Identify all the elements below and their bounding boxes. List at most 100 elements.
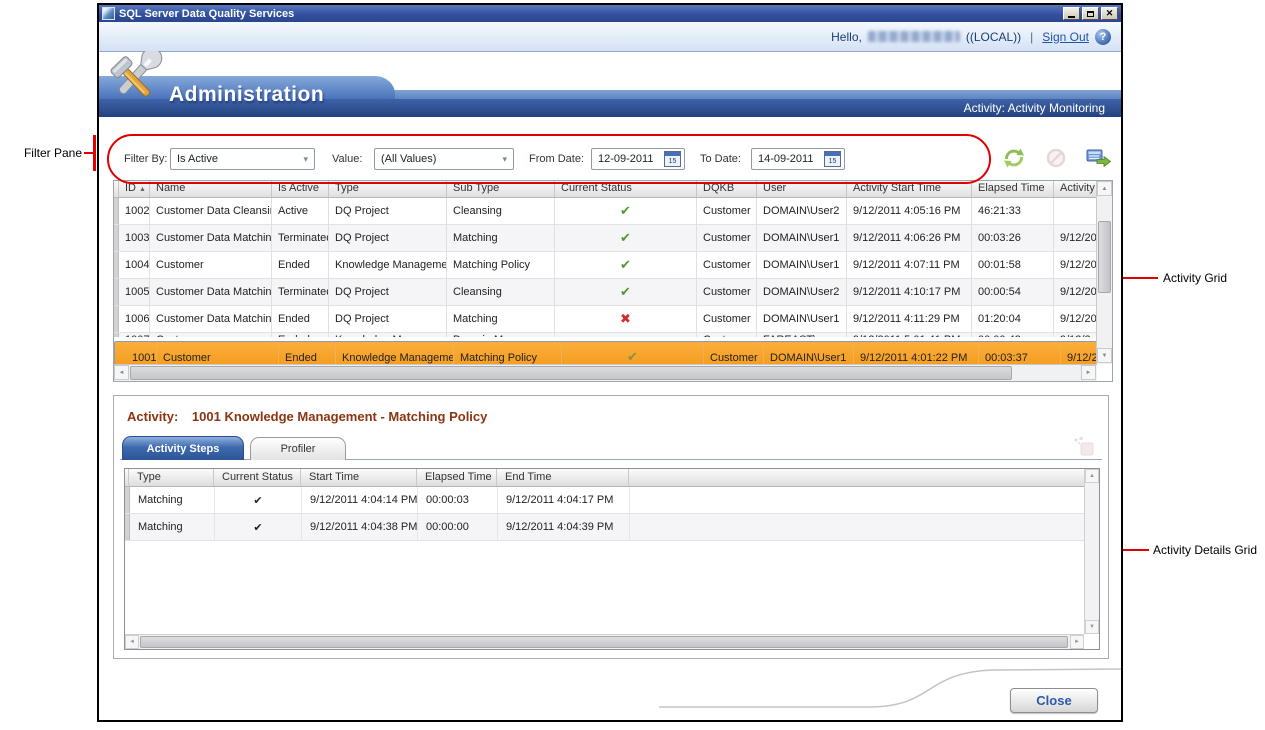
column-header[interactable]: Current Status: [555, 181, 697, 197]
export-activity-button[interactable]: [1086, 146, 1112, 170]
close-window-button[interactable]: ✕: [1101, 7, 1118, 20]
local-label: ((LOCAL)): [965, 29, 1022, 44]
grid-cell: 00:03:37: [979, 345, 1061, 364]
column-header[interactable]: Start Time: [301, 469, 417, 486]
scroll-right-arrow[interactable]: ►: [1081, 365, 1096, 380]
column-header[interactable]: Activity: [1054, 181, 1097, 197]
banner-context-strip: Activity: Activity Monitoring: [99, 99, 1121, 117]
row-gutter: [125, 514, 130, 540]
table-row[interactable]: 1007CustEndedKnowledge ManagementDomain …: [114, 333, 1097, 337]
grid-cell: 00:00:54: [972, 279, 1054, 305]
redacted-username: [867, 31, 960, 42]
scroll-left-arrow[interactable]: ◄: [125, 635, 139, 649]
window-title: SQL Server Data Quality Services: [119, 7, 295, 20]
grid-cell: 9/12/2011 4:11:29 PM: [847, 306, 972, 332]
scroll-down-arrow[interactable]: ▼: [1097, 348, 1112, 363]
row-gutter: [125, 487, 130, 513]
row-gutter: [114, 279, 119, 305]
column-header[interactable]: Type: [329, 181, 447, 197]
to-date-field[interactable]: 14-09-2011 15: [751, 148, 845, 170]
column-header[interactable]: Activity Start Time: [847, 181, 972, 197]
column-header[interactable]: End Time: [497, 469, 629, 486]
calendar-icon[interactable]: 15: [664, 151, 681, 167]
column-header[interactable]: Elapsed Time: [417, 469, 497, 486]
grid-cell: Matching Policy: [454, 345, 562, 364]
row-gutter: [114, 306, 119, 332]
grid-cell: 1001: [126, 345, 157, 364]
activity-grid-hscrollbar[interactable]: ◄ ►: [114, 364, 1097, 381]
status-icon: ✔: [562, 344, 704, 364]
chevron-down-icon: ▾: [303, 153, 308, 164]
table-row[interactable]: 1006 Customer Data Matching Ended DQ Projec…: [114, 306, 1097, 333]
scroll-down-arrow[interactable]: ▼: [1085, 620, 1099, 634]
minimize-button[interactable]: [1063, 7, 1080, 20]
column-header[interactable]: Is Active: [272, 181, 329, 197]
from-date-field[interactable]: 12-09-2011 15: [591, 148, 685, 170]
tab-profiler[interactable]: Profiler: [250, 437, 346, 460]
table-row[interactable]: 1004 Customer Ended Knowledge Management Mat…: [114, 252, 1097, 279]
grid-cell: [1054, 198, 1097, 224]
details-grid-vscrollbar[interactable]: ▲ ▼: [1084, 469, 1099, 634]
status-icon: ✔: [555, 279, 697, 305]
restore-button[interactable]: [1082, 7, 1099, 20]
activity-grid-header: ID ▲ Name Is Active Type Sub Type Current Stat…: [114, 181, 1097, 198]
grid-cell: DQ Project: [329, 198, 447, 224]
activity-details-grid: Type Current Status Start Time Elapsed Time…: [124, 468, 1100, 650]
grid-cell: 9/12/2011 4:06:26 PM: [847, 225, 972, 251]
table-row[interactable]: 1003 Customer Data Matching Terminated DQ P…: [114, 225, 1097, 252]
value-value: (All Values): [381, 153, 437, 165]
hscroll-thumb[interactable]: [140, 636, 1068, 648]
activity-grid-vscrollbar[interactable]: ▲ ▼: [1096, 181, 1112, 364]
details-grid-rows: Matching ✔ 9/12/2011 4:04:14 PM 00:00:03 9/1…: [125, 487, 1084, 634]
value-dropdown[interactable]: (All Values) ▾: [374, 148, 514, 170]
column-header[interactable]: ID ▲: [119, 181, 150, 197]
grid-cell: 1002: [119, 198, 150, 224]
table-row[interactable]: Matching ✔ 9/12/2011 4:04:14 PM 00:00:03 9/1…: [125, 487, 1084, 514]
grid-cell: 9/12/2: [1054, 333, 1097, 337]
status-icon: ✔: [555, 225, 697, 251]
to-date-value: 14-09-2011: [758, 153, 814, 165]
filter-by-dropdown[interactable]: Is Active ▾: [170, 148, 315, 170]
from-date-label: From Date:: [529, 153, 585, 165]
calendar-icon[interactable]: 15: [824, 151, 841, 167]
page-title: Administration: [169, 83, 325, 106]
table-row[interactable]: 1001 Customer Ended Knowledge Management Mat…: [114, 341, 1097, 364]
tab-activity-steps[interactable]: Activity Steps: [122, 436, 244, 460]
column-header[interactable]: Current Status: [214, 469, 301, 486]
close-button[interactable]: Close: [1010, 688, 1098, 713]
column-header[interactable]: User: [757, 181, 847, 197]
scroll-left-arrow[interactable]: ◄: [114, 365, 129, 380]
grid-cell: Ended: [272, 333, 329, 337]
table-row[interactable]: 1005 Customer Data Matching Terminated DQ P…: [114, 279, 1097, 306]
sort-asc-icon: ▲: [139, 186, 146, 193]
grid-cell: Terminated: [272, 225, 329, 251]
vscroll-thumb[interactable]: [1098, 221, 1111, 293]
table-row[interactable]: 1002 Customer Data Cleansing Active DQ Proj…: [114, 198, 1097, 225]
table-row[interactable]: Matching ✔ 9/12/2011 4:04:38 PM 00:00:00 9/1…: [125, 514, 1084, 541]
column-header[interactable]: Type: [129, 469, 214, 486]
grid-cell: 9/12/20: [1054, 279, 1097, 305]
column-header[interactable]: Sub Type: [447, 181, 555, 197]
scroll-up-arrow[interactable]: ▲: [1085, 469, 1099, 483]
row-gutter: [114, 333, 119, 337]
column-header[interactable]: Elapsed Time: [972, 181, 1054, 197]
details-grid-hscrollbar[interactable]: ◄ ►: [125, 634, 1084, 649]
grid-cell: Knowledge Management: [336, 345, 454, 364]
app-icon: [102, 7, 115, 20]
grid-cell: DOMAIN\User2: [757, 279, 847, 305]
scroll-right-arrow[interactable]: ►: [1070, 635, 1084, 649]
help-icon[interactable]: ?: [1095, 28, 1111, 45]
column-header[interactable]: DQKB: [697, 181, 757, 197]
scroll-up-arrow[interactable]: ▲: [1097, 181, 1112, 196]
column-header[interactable]: Name: [150, 181, 272, 197]
row-gutter: [114, 225, 119, 251]
grid-cell: 9/12/20: [1054, 306, 1097, 332]
hscroll-thumb[interactable]: [130, 366, 1012, 380]
grid-cell: Customer: [704, 345, 764, 364]
details-tabs: Activity Steps Profiler: [120, 436, 1102, 460]
refresh-button[interactable]: [1002, 146, 1026, 170]
terminate-button-disabled: [1044, 146, 1068, 170]
sign-out-link[interactable]: Sign Out: [1042, 29, 1089, 44]
minimize-icon: [1068, 15, 1075, 18]
